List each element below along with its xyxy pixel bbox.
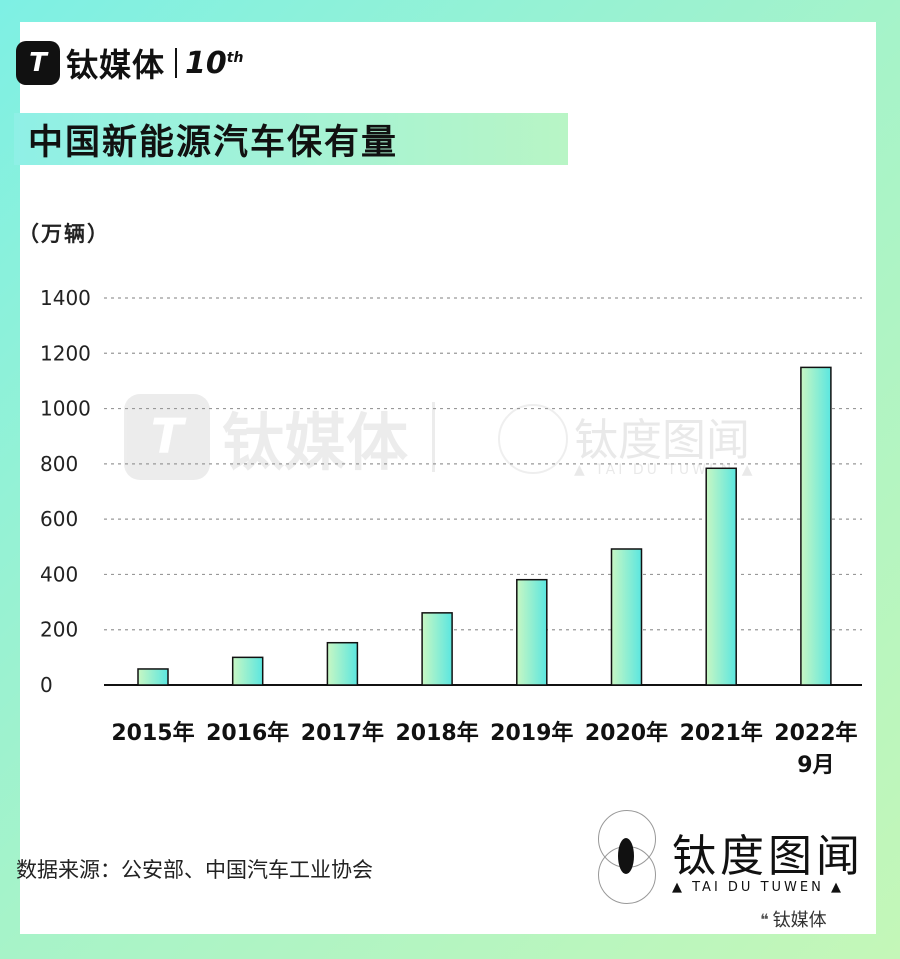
x-axis-ticks: 2015年 2016年 2017年 2018年 2019年 2020年 2021年 2022年… bbox=[111, 720, 857, 778]
anniversary-mark: 10th bbox=[185, 45, 244, 81]
bar bbox=[516, 578, 548, 686]
brand-header: T 钛媒体 10th bbox=[16, 40, 243, 86]
x-tick-label: 2020年 bbox=[585, 720, 668, 746]
y-tick-label: 1400 bbox=[40, 286, 91, 310]
brand-logo-icon: T bbox=[16, 41, 60, 85]
x-tick-label: 2019年 bbox=[490, 720, 573, 746]
x-tick-label: 2016年 bbox=[206, 720, 289, 746]
y-tick-label: 0 bbox=[40, 673, 53, 697]
y-tick-label: 800 bbox=[40, 452, 78, 476]
y-axis-unit-label: （万辆） bbox=[18, 222, 110, 246]
x-tick-label: 2022年 bbox=[774, 720, 857, 746]
x-tick-label: 2018年 bbox=[395, 720, 478, 746]
y-tick-label: 400 bbox=[40, 562, 78, 586]
y-tick-label: 1200 bbox=[40, 341, 91, 365]
y-axis-ticks: 0 200 400 600 800 1000 1200 1400 bbox=[40, 286, 91, 697]
x-tick-label: 2017年 bbox=[301, 720, 384, 746]
bar bbox=[610, 548, 643, 686]
bar bbox=[231, 656, 264, 686]
data-source-note: 数据来源：公安部、中国汽车工业协会 bbox=[16, 858, 373, 882]
tdtw-eye-icon bbox=[596, 808, 658, 904]
bar bbox=[705, 467, 737, 686]
x-tick-label: 2015年 bbox=[111, 720, 194, 746]
y-tick-label: 600 bbox=[40, 507, 78, 531]
tdtw-logo-cn: 钛度图闻 bbox=[672, 831, 864, 882]
x-tick-label: 2021年 bbox=[680, 720, 763, 746]
tdtw-logo-en: ▲ TAI DU TUWEN ▲ bbox=[672, 880, 844, 895]
chart-title: 中国新能源汽车保有量 bbox=[28, 122, 399, 163]
wechat-icon: ❝ bbox=[760, 909, 769, 929]
gridlines bbox=[104, 297, 862, 686]
y-tick-label: 200 bbox=[40, 618, 78, 642]
bars bbox=[137, 366, 832, 686]
title-banner: 中国新能源汽车保有量 bbox=[14, 113, 568, 165]
wechat-account: ❝ 钛媒体 bbox=[760, 906, 827, 932]
brand-divider bbox=[175, 48, 178, 78]
bar bbox=[137, 668, 169, 686]
wechat-account-name: 钛媒体 bbox=[772, 910, 827, 931]
bar bbox=[421, 612, 453, 686]
brand-name: 钛媒体 bbox=[66, 46, 166, 84]
x-tick-label: 9月 bbox=[797, 753, 834, 778]
tdtw-logo: 钛度图闻 ▲ TAI DU TUWEN ▲ bbox=[596, 808, 860, 908]
y-tick-label: 1000 bbox=[40, 397, 91, 421]
bar bbox=[800, 366, 832, 686]
bar bbox=[326, 641, 359, 686]
